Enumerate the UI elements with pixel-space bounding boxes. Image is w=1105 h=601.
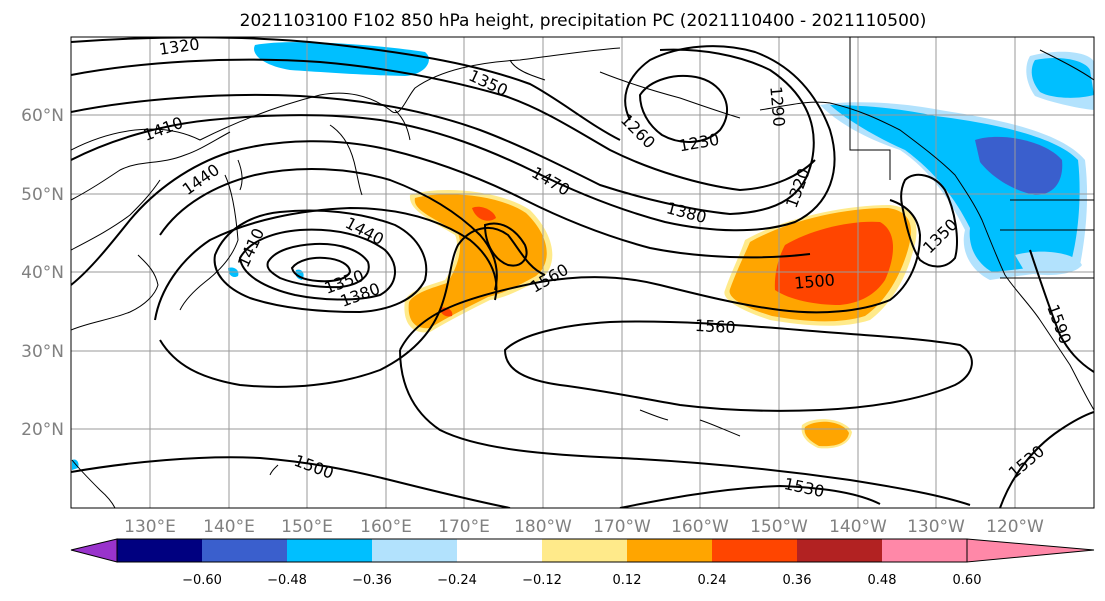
precipitation-shading xyxy=(72,42,1094,470)
contour-label: 1440 xyxy=(179,160,223,199)
colorbar-tick-label: −0.60 xyxy=(182,573,222,588)
lat-label: 40°N xyxy=(21,263,64,283)
contour-line xyxy=(1029,249,1094,373)
contour-line xyxy=(154,206,498,321)
graticule xyxy=(71,37,1094,508)
colorbar-tick-label: −0.24 xyxy=(437,573,477,588)
colorbar-segment xyxy=(882,539,967,562)
contour-line xyxy=(619,484,881,508)
lon-label: 150°W xyxy=(750,517,808,537)
contour-label: 1440 xyxy=(342,213,387,249)
colorbar-tick-label: −0.48 xyxy=(267,573,307,588)
colorbar-tick-label: −0.36 xyxy=(352,573,392,588)
contour-label: 1500 xyxy=(292,451,337,483)
contour-label: 1230 xyxy=(677,130,720,156)
contour-label: 1320 xyxy=(158,34,201,58)
lon-label: 140°E xyxy=(203,517,255,537)
lat-label: 60°N xyxy=(21,106,64,126)
contour-label: 1290 xyxy=(766,85,788,127)
latitude-labels: 20°N 30°N 40°N 50°N 60°N xyxy=(21,106,64,440)
contour-line xyxy=(159,226,546,388)
longitude-labels: 130°E 140°E 150°E 160°E 170°E 180°W 170°… xyxy=(124,517,1044,537)
contour-line xyxy=(71,58,816,192)
contour-label: 1410 xyxy=(234,225,268,270)
colorbar-extension-high xyxy=(966,538,1095,563)
contour-label: 1500 xyxy=(793,270,835,292)
colorbar-segment xyxy=(202,539,287,562)
height-contours xyxy=(71,37,1094,508)
contour-line xyxy=(483,222,528,267)
precip-area-negative xyxy=(975,136,1063,195)
colorbar-segment xyxy=(712,539,797,562)
precip-area-negative xyxy=(1031,58,1094,98)
contour-label: 1320 xyxy=(782,166,814,211)
colorbar: −0.60 −0.48 −0.36 −0.24 −0.12 0.12 0.24 … xyxy=(70,538,1095,588)
colorbar-tick-label: 0.60 xyxy=(953,573,982,588)
colorbar-tick-label: 0.48 xyxy=(868,573,897,588)
contour-label: 1530 xyxy=(782,474,826,501)
lon-label: 150°E xyxy=(281,517,333,537)
map-area: 1320 1350 1410 1440 1470 1260 1230 1290 … xyxy=(71,34,1094,508)
lon-label: 180°W xyxy=(514,517,572,537)
contour-line xyxy=(238,228,396,301)
lon-label: 140°W xyxy=(829,517,887,537)
precip-area-positive xyxy=(774,221,894,305)
contour-label: 1560 xyxy=(694,316,736,337)
colorbar-tick-label: 0.12 xyxy=(613,573,642,588)
contour-line xyxy=(638,74,729,143)
colorbar-segment xyxy=(797,539,882,562)
contour-line xyxy=(71,456,511,508)
colorbar-segment xyxy=(372,539,457,562)
contour-line xyxy=(213,209,428,314)
colorbar-tick-label: 0.24 xyxy=(698,573,727,588)
figure-title: 2021103100 F102 850 hPa height, precipit… xyxy=(240,11,927,31)
lon-label: 160°W xyxy=(671,517,729,537)
colorbar-segment xyxy=(287,539,372,562)
contour-line xyxy=(399,199,922,351)
lon-label: 130°W xyxy=(907,517,965,537)
contour-line xyxy=(71,140,811,286)
precip-area-positive xyxy=(472,206,496,221)
contour-line xyxy=(71,48,815,216)
colorbar-tick-label: −0.12 xyxy=(522,573,562,588)
lon-label: 170°E xyxy=(438,517,490,537)
lon-label: 130°E xyxy=(124,517,176,537)
coastlines xyxy=(71,37,1094,508)
contour-line xyxy=(999,411,1094,508)
colorbar-segment xyxy=(542,539,627,562)
contour-labels: 1320 1350 1410 1440 1470 1260 1230 1290 … xyxy=(141,34,1075,501)
contour-line xyxy=(266,242,370,289)
lat-label: 20°N xyxy=(21,420,64,440)
contour-line xyxy=(159,167,498,291)
contour-line xyxy=(503,320,973,412)
contour-line xyxy=(900,173,958,268)
lon-label: 120°W xyxy=(986,517,1044,537)
contour-label: 1530 xyxy=(1005,441,1048,482)
contour-line xyxy=(290,256,352,283)
precip-area-negative xyxy=(254,42,429,76)
colorbar-tick-label: 0.36 xyxy=(783,573,812,588)
colorbar-segment xyxy=(117,539,202,562)
contour-label: 1260 xyxy=(617,110,659,152)
contour-line xyxy=(399,349,971,506)
contour-line xyxy=(71,45,836,232)
colorbar-segment xyxy=(627,539,712,562)
precip-area-positive xyxy=(804,421,849,447)
colorbar-segment xyxy=(457,539,542,562)
map-frame xyxy=(70,36,1095,509)
colorbar-extension-low xyxy=(70,538,118,563)
precip-area-positive xyxy=(408,194,547,329)
lon-label: 160°E xyxy=(360,517,412,537)
lat-label: 50°N xyxy=(21,185,64,205)
lon-label: 170°W xyxy=(593,517,651,537)
contour-label: 1590 xyxy=(1043,302,1075,347)
lat-label: 30°N xyxy=(21,342,64,362)
contour-label: 1410 xyxy=(141,113,186,145)
